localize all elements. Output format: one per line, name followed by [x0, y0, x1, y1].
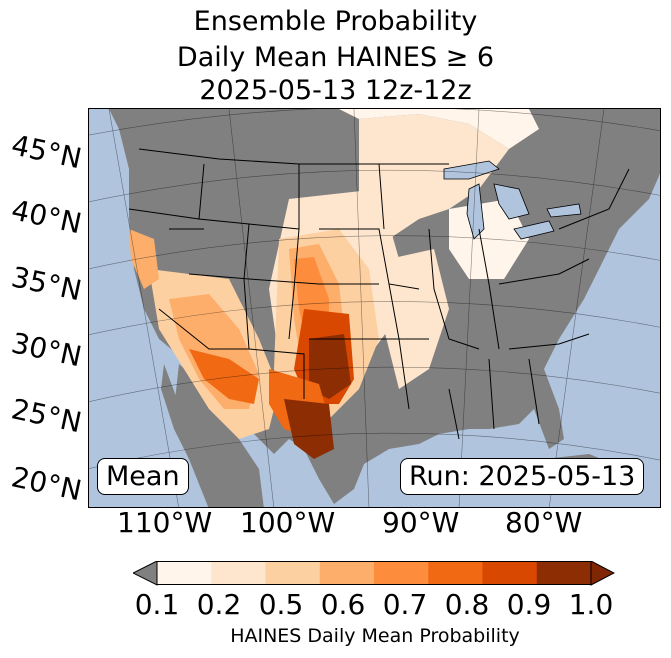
lat-label-45: 45°N: [8, 128, 85, 176]
lat-label-25: 25°N: [8, 392, 85, 440]
map-canvas: [89, 109, 660, 507]
colorbar-tick-label: 0.9: [506, 588, 552, 621]
colorbar-over-arrow: [590, 561, 615, 586]
colorbar-tick-label: 0.8: [444, 588, 490, 621]
great-lakes: [443, 160, 582, 240]
colorbar-tick-label: 0.1: [134, 588, 180, 621]
colorbar-segment: [374, 561, 429, 585]
map-panel: [88, 108, 661, 508]
lat-label-40: 40°N: [8, 193, 85, 241]
state-boundaries: [128, 148, 630, 440]
lon-label-100: 100°W: [240, 506, 336, 539]
lat-label-30: 30°N: [8, 326, 85, 374]
colorbar-outline: [156, 561, 592, 585]
colorbar-tick-label: 0.6: [320, 588, 366, 621]
colorbar-tick-label: 0.2: [196, 588, 242, 621]
lon-label-80: 80°W: [505, 506, 583, 539]
lon-label-110: 110°W: [117, 506, 213, 539]
lat-label-20: 20°N: [8, 460, 85, 508]
title-line-1: Ensemble Probability: [193, 6, 478, 37]
lat-label-35: 35°N: [8, 260, 85, 308]
graticule: [89, 109, 660, 507]
probability-shading: [129, 109, 539, 459]
colorbar-segment: [536, 561, 592, 585]
title-line-3: 2025-05-13 12z-12z: [199, 75, 472, 106]
title-line-2: Daily Mean HAINES ≥ 6: [176, 42, 495, 73]
colorbar-segment: [482, 561, 538, 585]
lon-label-90: 90°W: [382, 506, 460, 539]
land-baja: [161, 364, 199, 459]
colorbar-segment: [265, 561, 321, 585]
colorbar-label: HAINES Daily Mean Probability: [230, 625, 520, 647]
colorbar-segment: [211, 561, 266, 585]
mean-label-box: Mean: [97, 458, 189, 495]
colorbar-tick-label: 0.5: [258, 588, 304, 621]
colorbar: [133, 561, 615, 586]
colorbar-segment: [157, 561, 212, 585]
colorbar-tick-label: 1.0: [568, 588, 614, 621]
land-mexico: [174, 364, 264, 507]
colorbar-segment: [428, 561, 483, 585]
colorbar-under-arrow: [133, 561, 158, 586]
colorbar-segments: [157, 561, 592, 585]
colorbar-tick-label: 0.7: [382, 588, 428, 621]
colorbar-segment: [319, 561, 375, 585]
run-date-box: Run: 2025-05-13: [400, 458, 645, 495]
